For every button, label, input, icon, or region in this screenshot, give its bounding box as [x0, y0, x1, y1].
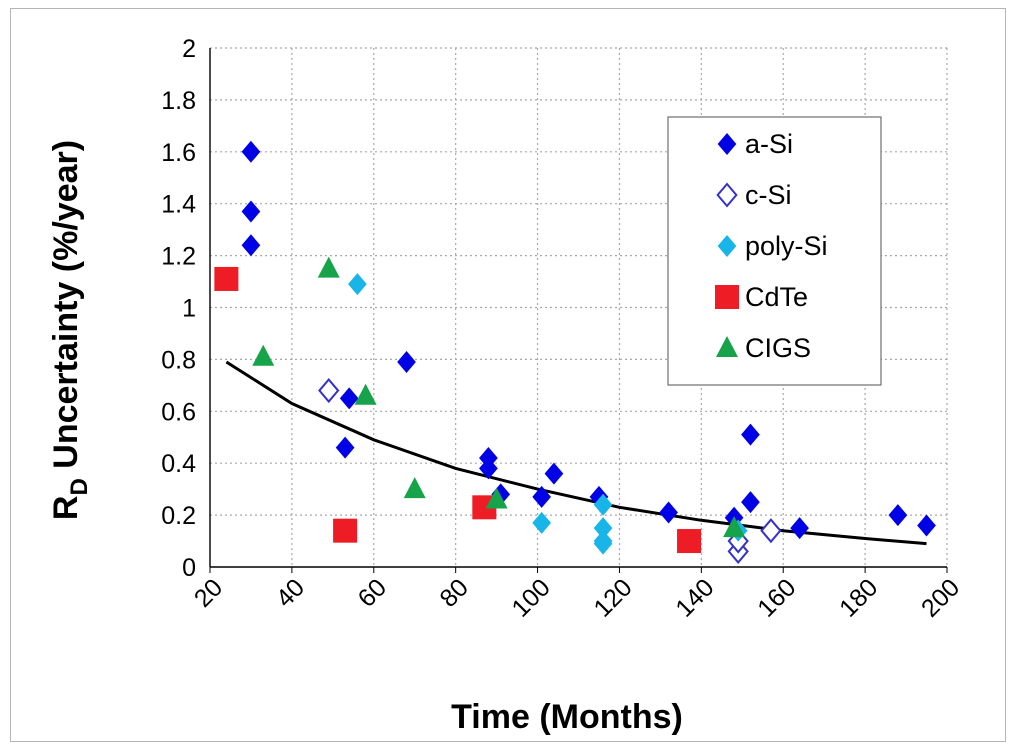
- y-axis-title-main: R: [47, 496, 85, 521]
- data-point-poly-si: [593, 517, 613, 540]
- data-point-poly-si: [532, 511, 551, 534]
- data-point-a-si: [241, 200, 261, 223]
- data-point-a-si: [335, 436, 355, 459]
- data-point-cigs: [485, 487, 508, 509]
- data-point-c-si: [318, 377, 340, 404]
- data-point-a-si: [888, 504, 908, 527]
- data-point-a-si: [241, 234, 261, 257]
- data-point-cigs: [317, 256, 340, 278]
- x-tick-label: 40: [271, 573, 310, 612]
- legend-marker-poly-si: [717, 235, 737, 257]
- data-point-poly-si: [593, 532, 613, 555]
- legend-label-cdte: CdTe: [745, 282, 808, 312]
- y-tick-label: 1.4: [161, 191, 196, 219]
- y-tick-label: 0.4: [161, 450, 196, 478]
- trendline: [225, 360, 927, 546]
- legend-label-a-si: a-Si: [745, 129, 793, 159]
- data-point-cigs: [723, 516, 746, 538]
- legend-marker-cdte: [715, 285, 739, 309]
- data-point-a-si: [917, 514, 936, 537]
- data-point-cigs: [354, 383, 377, 405]
- data-point-a-si: [659, 501, 678, 524]
- y-tick-label: 1.8: [161, 87, 196, 115]
- legend-marker-c-si: [716, 182, 738, 208]
- data-point-cigs: [252, 344, 275, 366]
- data-point-a-si: [241, 140, 261, 163]
- legend: a-Si c-Si poly-Si CdTe CIGS: [667, 116, 882, 386]
- data-point-cdte: [677, 529, 702, 554]
- y-axis-title: RD Uncertainty (%/year): [47, 140, 93, 520]
- data-point-a-si: [532, 485, 551, 508]
- y-tick-label: 0.2: [161, 502, 196, 530]
- data-point-a-si: [544, 462, 564, 485]
- data-point-poly-si: [348, 273, 367, 296]
- data-point-poly-si: [593, 493, 613, 516]
- legend-marker-a-si: [717, 133, 737, 155]
- x-tick-label: 160: [752, 573, 801, 622]
- x-tick-label: 120: [588, 573, 637, 622]
- y-axis-title-sub: D: [66, 478, 93, 495]
- x-tick-label: 80: [434, 573, 473, 612]
- data-point-cigs: [403, 477, 426, 499]
- y-tick-label: 1.6: [161, 139, 196, 167]
- y-tick-label: 2: [182, 35, 196, 63]
- data-point-a-si: [741, 491, 760, 514]
- data-point-a-si: [479, 457, 498, 480]
- y-tick-label: 1: [182, 295, 196, 323]
- y-tick-label: 0.8: [161, 346, 196, 374]
- legend-marker-cigs: [716, 336, 738, 357]
- x-tick-label: 140: [670, 573, 719, 622]
- y-axis-title-rest: Uncertainty (%/year): [47, 140, 85, 478]
- legend-box: [667, 116, 882, 386]
- data-point-cdte: [333, 518, 358, 543]
- legend-label-c-si: c-Si: [745, 180, 792, 210]
- data-point-a-si: [741, 423, 760, 446]
- data-point-a-si: [790, 517, 809, 540]
- y-tick-label: 1.2: [161, 243, 196, 271]
- y-tick-label: 0.6: [161, 398, 196, 426]
- x-tick-label: 200: [916, 573, 965, 622]
- data-points: [214, 140, 936, 564]
- x-axis-title: Time (Months): [451, 698, 683, 736]
- y-tick-label: 0: [182, 554, 196, 582]
- data-point-c-si: [760, 518, 782, 544]
- legend-label-cigs: CIGS: [745, 333, 811, 363]
- legend-label-poly-si: poly-Si: [745, 231, 828, 261]
- data-point-a-si: [397, 350, 416, 373]
- data-point-cdte: [214, 266, 239, 291]
- x-tick-label: 100: [506, 573, 555, 622]
- x-tick-label: 60: [353, 573, 392, 612]
- data-point-a-si: [339, 387, 359, 410]
- data-point-a-si: [491, 483, 511, 506]
- x-tick-label: 180: [834, 573, 883, 622]
- trendline-layer: [225, 360, 927, 546]
